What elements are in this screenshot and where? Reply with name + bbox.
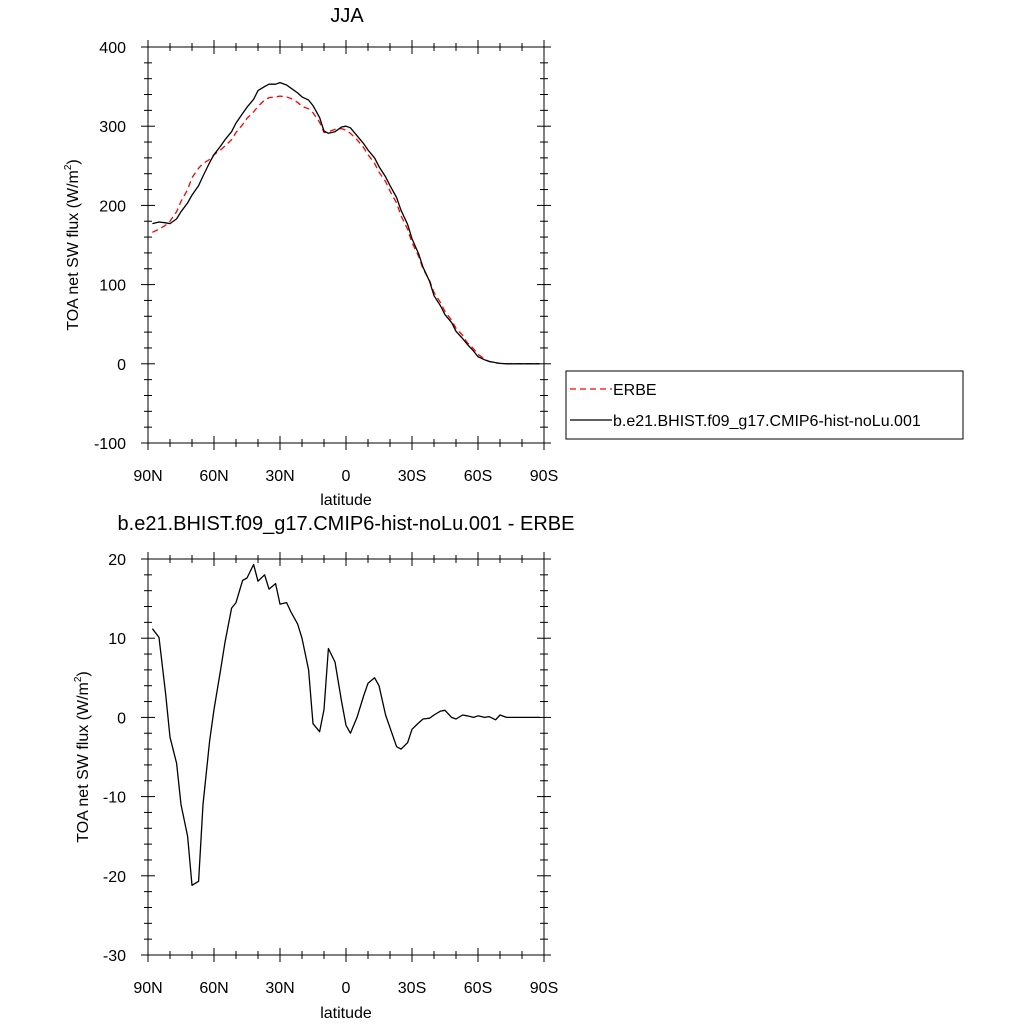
top-x-tick-label: 30S: [398, 468, 426, 485]
bottom-y-tick-label: 20: [108, 552, 126, 569]
bottom-y-tick-label: -10: [103, 790, 126, 807]
top-x-tick-label: 60N: [199, 468, 228, 485]
top-plot-frame: [147, 46, 545, 444]
bottom-y-axis-label-main: TOA net SW flux (W/m: [75, 682, 92, 843]
bottom-y-axis-label-close: ): [75, 671, 92, 676]
top-y-axis-label-main: TOA net SW flux (W/m: [65, 170, 82, 331]
top-y-axis-label-close: ): [65, 159, 82, 164]
bottom-x-axis-label: latitude: [320, 1005, 372, 1022]
bottom-x-tick-label: 0: [342, 980, 351, 997]
bottom-chart-title: b.e21.BHIST.f09_g17.CMIP6-hist-noLu.001 …: [118, 513, 575, 535]
legend-model-label: b.e21.BHIST.f09_g17.CMIP6-hist-noLu.001: [613, 413, 921, 430]
top-series-line-1: [152, 81, 540, 365]
top-series-lines: [152, 81, 540, 365]
legend: ERBE b.e21.BHIST.f09_g17.CMIP6-hist-noLu…: [565, 370, 964, 440]
top-x-tick-label: 30N: [265, 468, 294, 485]
top-x-ticks: 90N 60N 30N 0 30S 60S 90S: [133, 40, 558, 485]
top-x-tick-label: 90S: [530, 468, 558, 485]
top-y-axis-label-sup: 2: [63, 164, 74, 170]
top-y-tick-label: 100: [99, 278, 126, 295]
bottom-x-tick-label: 60S: [464, 980, 492, 997]
bottom-y-tick-label: 10: [108, 631, 126, 648]
bottom-y-tick-label: -20: [103, 869, 126, 886]
bottom-panel: b.e21.BHIST.f09_g17.CMIP6-hist-noLu.001 …: [73, 513, 574, 1022]
top-y-tick-label: 200: [99, 198, 126, 215]
top-y-tick-label: 300: [99, 119, 126, 136]
legend-box: [565, 370, 964, 440]
bottom-x-tick-label: 30S: [398, 980, 426, 997]
bottom-y-ticks: -30 -20 -10 0 10 20: [103, 552, 551, 965]
top-series-line-0: [152, 95, 540, 365]
bottom-x-tick-label: 30N: [265, 980, 294, 997]
top-y-axis-label: TOA net SW flux (W/m2): [63, 159, 82, 331]
top-y-tick-label: -100: [94, 436, 126, 453]
bottom-y-tick-label: -30: [103, 948, 126, 965]
bottom-x-tick-label: 90N: [133, 980, 162, 997]
bottom-y-axis-label: TOA net SW flux (W/m2): [73, 671, 92, 843]
top-y-tick-label: 400: [99, 40, 126, 57]
top-x-tick-label: 60S: [464, 468, 492, 485]
bottom-series-lines: [151, 563, 540, 886]
top-x-tick-label: 90N: [133, 468, 162, 485]
top-y-tick-label: 0: [117, 357, 126, 374]
top-x-tick-label: 0: [342, 468, 351, 485]
bottom-series-line-0: [151, 563, 540, 886]
top-chart-title: JJA: [330, 5, 364, 27]
legend-erbe-label: ERBE: [613, 382, 657, 399]
bottom-y-axis-label-sup: 2: [73, 676, 84, 682]
bottom-y-tick-label: 0: [117, 710, 126, 727]
bottom-x-tick-label: 60N: [199, 980, 228, 997]
bottom-x-ticks: 90N 60N 30N 0 30S 60S 90S: [133, 552, 558, 997]
bottom-x-tick-label: 90S: [530, 980, 558, 997]
top-x-axis-label: latitude: [320, 492, 372, 509]
top-y-ticks: -100 0 100 200 300 400: [94, 40, 551, 453]
